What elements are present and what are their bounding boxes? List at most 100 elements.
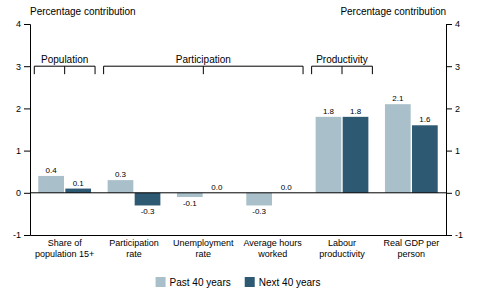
tick-label: 0: [455, 188, 460, 198]
tick-label-line: population 15+: [35, 249, 94, 259]
tick: 4: [446, 19, 460, 29]
data-label: 0.0: [281, 183, 293, 192]
data-label: 2.1: [392, 94, 404, 103]
bar: [246, 193, 272, 206]
axis-domain: [31, 235, 447, 236]
tick: -1: [446, 230, 463, 240]
data-label: 0.0: [211, 183, 223, 192]
tick-label: 2: [16, 104, 21, 114]
bar: [65, 189, 91, 193]
legend-swatch: [245, 277, 255, 287]
bar: [135, 193, 161, 206]
data-label: 0.1: [73, 179, 85, 188]
data-label: 0.3: [115, 170, 127, 179]
zero-line: [30, 192, 446, 193]
tick: 2: [16, 104, 30, 114]
tick-label-line: Participation: [109, 238, 159, 248]
data-label: 1.8: [323, 107, 335, 116]
data-label: -0.1: [183, 199, 197, 208]
tick-label-line: rate: [196, 249, 212, 259]
tick: 2: [446, 104, 460, 114]
plot: -1 0 1 2 3 4 -1 0 1 2 3 4 Share ofpopulation 15+ Part…: [13, 6, 463, 259]
tick-label-line: Unemployment: [173, 238, 234, 248]
tick-mark: [24, 235, 30, 236]
data-labels: 0.40.3-0.1-0.31.82.10.1-0.30.00.01.81.6: [46, 94, 431, 216]
tick-mark: [446, 193, 452, 194]
annotation: Productivity: [316, 54, 368, 65]
tick-label: 1: [16, 146, 21, 156]
tick-mark: [24, 24, 30, 25]
bar: [385, 104, 411, 193]
data-label: 0.4: [46, 166, 58, 175]
brace: [34, 66, 95, 74]
tick-mark: [446, 66, 452, 67]
tick: 0: [16, 188, 30, 198]
tick: 0: [446, 188, 460, 198]
tick: 4: [16, 19, 30, 29]
axis-label: Percentage contribution: [340, 6, 446, 17]
axis-domain: [447, 25, 453, 236]
tick: Participationrate: [109, 238, 159, 258]
tick-label: 4: [16, 19, 21, 29]
axis-domain: [24, 25, 31, 236]
bar: [343, 117, 369, 193]
data-label: -0.3: [252, 207, 266, 216]
tick-label: Participationrate: [109, 238, 159, 258]
legend-item: Past 40 years: [156, 277, 231, 288]
bar: [412, 125, 438, 193]
tick-label-line: Real GDP per: [383, 238, 439, 248]
tick-label: 1: [455, 146, 460, 156]
tick-label: 3: [455, 62, 460, 72]
tick-mark: [24, 193, 30, 194]
annotations: PopulationParticipationProductivity: [34, 54, 372, 74]
tick-mark: [446, 151, 452, 152]
legend-swatch: [156, 277, 166, 287]
bars: [38, 104, 437, 205]
bar: [177, 193, 203, 197]
tick: 1: [446, 146, 460, 156]
tick: Real GDP perperson: [383, 238, 439, 258]
tick: 1: [16, 146, 30, 156]
legend-label: Past 40 years: [170, 277, 231, 288]
tick: Share ofpopulation 15+: [35, 238, 94, 258]
tick-mark: [446, 24, 452, 25]
tick-label: Average hoursworked: [243, 238, 302, 258]
data-label: -0.3: [141, 207, 155, 216]
tick-mark: [24, 66, 30, 67]
annotation: Population: [41, 54, 88, 65]
tick-mark: [24, 108, 30, 109]
tick-label-line: Average hours: [243, 238, 302, 248]
tick: 3: [446, 62, 460, 72]
tick-mark: [24, 151, 30, 152]
tick: 3: [16, 62, 30, 72]
legend: Past 40 years Next 40 years: [156, 277, 321, 288]
tick-label: 4: [455, 19, 460, 29]
bar: [316, 117, 342, 193]
tick-label-line: worked: [257, 249, 287, 259]
chart: -1 0 1 2 3 4 -1 0 1 2 3 4 Share ofpopulation 15+ Part…: [0, 0, 480, 297]
tick-mark: [446, 108, 452, 109]
tick: Unemploymentrate: [173, 238, 234, 258]
axis-label: Percentage contribution: [30, 6, 136, 17]
brace: [104, 66, 303, 74]
tick-label-line: Share of: [48, 238, 83, 248]
tick-label: 3: [16, 62, 21, 72]
y2-axis: -1 0 1 2 3 4: [446, 19, 463, 240]
x-axis: Share ofpopulation 15+ParticipationrateU…: [31, 236, 447, 259]
tick-label-line: productivity: [319, 249, 365, 259]
tick: Labourproductivity: [319, 238, 365, 258]
tick-label: -1: [13, 230, 21, 240]
tick-label: -1: [455, 230, 463, 240]
bar: [108, 180, 134, 193]
tick-label: Real GDP perperson: [383, 238, 439, 258]
tick-label: Labourproductivity: [319, 238, 365, 258]
legend-label: Next 40 years: [259, 277, 321, 288]
data-label: 1.8: [350, 107, 362, 116]
tick-label-line: person: [398, 249, 426, 259]
tick-label-line: rate: [126, 249, 142, 259]
tick-label: Share ofpopulation 15+: [35, 238, 94, 258]
tick-label: 2: [455, 104, 460, 114]
tick-label: Unemploymentrate: [173, 238, 234, 258]
brace: [312, 66, 373, 74]
bar: [38, 176, 64, 193]
